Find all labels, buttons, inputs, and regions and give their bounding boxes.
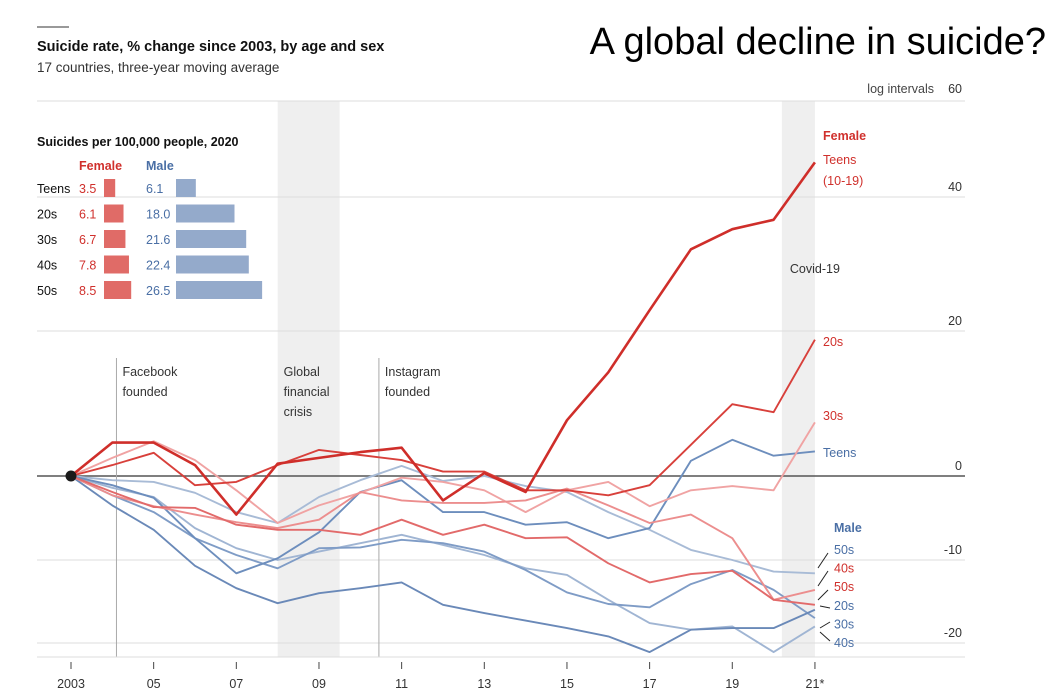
- leader-line: [819, 605, 831, 609]
- series-end-label: 40s: [834, 636, 854, 650]
- inset-title: Suicides per 100,000 people, 2020: [37, 135, 239, 149]
- series-end-label: Teens: [823, 446, 856, 460]
- x-tick-label: 11: [395, 677, 408, 691]
- title-rule: [37, 26, 69, 28]
- series-line-female-30s: [70, 421, 816, 524]
- inset-category-label: 20s: [37, 208, 57, 222]
- inset-category-label: 40s: [37, 259, 57, 273]
- series-end-label: 30s: [834, 617, 854, 631]
- inset-male-header: Male: [146, 159, 174, 173]
- inset-female-value: 6.1: [79, 208, 96, 222]
- y-tick-label: 0: [955, 459, 962, 473]
- inset-male-bar: [176, 230, 247, 248]
- x-tick-label: 05: [147, 677, 161, 691]
- inset-male-value: 26.5: [146, 284, 170, 298]
- inset-female-bar: [104, 204, 124, 223]
- series-end-label: 30s: [823, 409, 843, 423]
- inset-male-value: 22.4: [146, 259, 170, 273]
- inset-male-value: 21.6: [146, 233, 170, 247]
- x-tick-label: 13: [477, 677, 491, 691]
- series-end-label: 50s: [834, 543, 854, 557]
- chart-subtitle: 17 countries, three-year moving average: [37, 60, 279, 75]
- series-end-label: 20s: [834, 599, 854, 613]
- inset-female-value: 8.5: [79, 284, 96, 298]
- leader-line: [817, 570, 829, 587]
- x-tick-label: 07: [229, 677, 243, 691]
- series-end-label: 50s: [834, 580, 854, 594]
- shaded-period-label: Covid-19: [790, 262, 840, 276]
- leader-line: [819, 621, 831, 629]
- inset-male-value: 18.0: [146, 208, 170, 222]
- series-line-female-20s: [70, 339, 816, 497]
- x-tick-label: 19: [725, 677, 739, 691]
- y-tick-label: 40: [948, 180, 962, 194]
- leader-line: [817, 552, 829, 569]
- inset-male-bar: [176, 281, 263, 299]
- headline: A global decline in suicide?: [590, 21, 1046, 63]
- series-end-label: (10-19): [823, 174, 863, 188]
- shaded-period-label: crisis: [284, 405, 312, 419]
- inset-female-bar: [104, 255, 129, 274]
- inset-male-bar: [176, 204, 235, 223]
- male-header: Male: [834, 521, 862, 535]
- series-line-male-teens: [70, 438, 815, 575]
- inset-category-label: 50s: [37, 284, 57, 298]
- series-end-label: 40s: [834, 562, 854, 576]
- series-line-female-teens: [70, 161, 816, 516]
- series-line-female-40s: [70, 475, 816, 606]
- inset-female-value: 7.8: [79, 259, 96, 273]
- leader-line: [817, 589, 829, 601]
- inset-female-value: 3.5: [79, 182, 96, 196]
- chart-title: Suicide rate, % change since 2003, by ag…: [37, 39, 384, 55]
- female-header: Female: [823, 129, 866, 143]
- shaded-period-label: Global: [284, 365, 320, 379]
- y-tick-label: 60: [948, 82, 962, 96]
- origin-dot: [65, 470, 77, 482]
- x-tick-label: 2003: [57, 677, 85, 691]
- inset-female-header: Female: [79, 159, 122, 173]
- inset-female-bar: [104, 230, 126, 248]
- inset-female-bar: [104, 281, 132, 299]
- inset-male-value: 6.1: [146, 182, 163, 196]
- inset-category-label: Teens: [37, 182, 70, 196]
- series-end-label: 20s: [823, 335, 843, 349]
- event-label: founded: [385, 385, 430, 399]
- series-line-female-50s: [70, 475, 816, 601]
- event-label: founded: [122, 385, 167, 399]
- shaded-period-label: financial: [284, 385, 330, 399]
- y-tick-label: -20: [944, 626, 962, 640]
- series-line-male-20s: [70, 475, 816, 619]
- inset-male-bar: [176, 255, 249, 274]
- inset-male-bar: [176, 179, 196, 197]
- leader-line: [819, 631, 831, 642]
- series-line-male-40s: [70, 475, 816, 654]
- y-tick-label: -10: [944, 543, 962, 557]
- inset-category-label: 30s: [37, 233, 57, 247]
- log-scale-note: log intervals: [867, 82, 934, 96]
- shaded-period: [277, 101, 340, 657]
- inset-female-value: 6.7: [79, 233, 96, 247]
- shaded-period: [781, 101, 815, 657]
- inset-female-bar: [104, 179, 116, 197]
- x-tick-label: 09: [312, 677, 326, 691]
- event-label: Facebook: [122, 365, 178, 379]
- x-tick-label: 17: [643, 677, 657, 691]
- series-end-label: Teens: [823, 153, 856, 167]
- event-label: Instagram: [385, 365, 441, 379]
- x-tick-label: 21*: [806, 677, 825, 691]
- x-tick-label: 15: [560, 677, 574, 691]
- y-tick-label: 20: [948, 314, 962, 328]
